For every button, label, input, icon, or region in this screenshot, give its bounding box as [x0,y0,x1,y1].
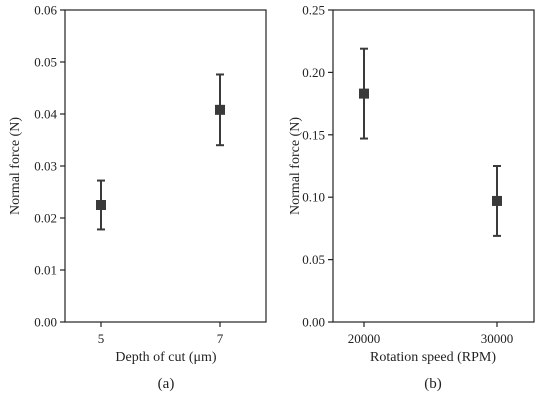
panel-a-data-points [96,73,225,231]
panel-a-x-axis-title: Depth of cut (μm) [115,350,217,365]
panel-a-y-tick-label: 0.04 [34,107,57,122]
panel-b-x-ticks: 20000 30000 [348,322,514,346]
panel-a-y-tick-label: 0.05 [34,55,57,70]
panel-b-y-tick-label: 0.15 [302,127,325,142]
square-marker [215,104,225,115]
panel-a-x-tick-label: 5 [98,331,105,346]
panel-b-x-axis-title: Rotation speed (RPM) [370,350,496,365]
panel-a-y-tick-label: 0.06 [34,3,57,18]
panel-b-y-tick-label: 0.00 [302,315,325,330]
panel-a-y-tick-label: 0.03 [34,159,57,174]
panel-b-frame [332,9,535,323]
panel-b: 0.00 0.05 0.10 0.15 0.20 0.25 20000 30000 Norm… [288,3,535,392]
panel-a-y-tick-label: 0.01 [34,263,57,278]
panel-b-y-tick-label: 0.10 [302,190,325,205]
square-marker [96,200,106,210]
panel-a-x-tick-label: 7 [217,331,224,346]
panel-b-y-tick-label: 0.25 [302,3,325,18]
panel-b-data-point [359,47,369,140]
panel-b-label: (b) [424,376,442,392]
panel-a-data-point [96,179,106,231]
square-marker [492,195,502,206]
panel-a-y-ticks: 0.00 0.01 0.02 0.03 0.04 0.05 0.06 [34,3,65,330]
panel-a-data-point [215,73,225,147]
panel-b-x-tick-label: 30000 [481,331,514,346]
panel-b-x-tick-label: 20000 [348,331,381,346]
panel-a-frame [64,9,267,323]
panel-b-y-axis-title: Normal force (N) [288,117,303,215]
panel-b-data-points [359,47,502,237]
panel-a-y-axis-title: Normal force (N) [8,117,23,215]
panel-b-y-tick-label: 0.05 [302,252,325,267]
panel-a-y-tick-label: 0.02 [34,211,57,226]
panel-b-y-tick-label: 0.20 [302,65,325,80]
panel-b-y-ticks: 0.00 0.05 0.10 0.15 0.20 0.25 [302,3,333,330]
panel-a-y-tick-label: 0.00 [34,315,57,330]
square-marker [359,88,369,99]
panel-b-data-point [492,165,502,237]
panel-a-label: (a) [158,376,175,392]
